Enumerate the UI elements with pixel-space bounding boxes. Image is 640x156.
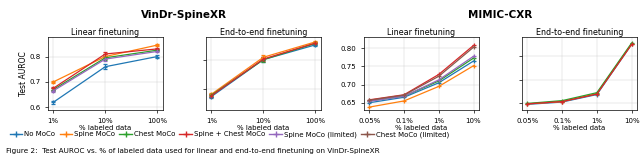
X-axis label: % labeled data: % labeled data (79, 125, 131, 131)
X-axis label: % labeled data: % labeled data (396, 125, 447, 131)
Title: End-to-end finetuning: End-to-end finetuning (220, 28, 307, 37)
X-axis label: % labeled data: % labeled data (237, 125, 289, 131)
Text: MIMIC-CXR: MIMIC-CXR (468, 10, 532, 20)
Legend: No MoCo, Spine MoCo, Chest MoCo, Spine + Chest MoCo, Spine MoCo (limited), Chest: No MoCo, Spine MoCo, Chest MoCo, Spine +… (10, 131, 449, 138)
Text: Figure 2:  Test AUROC vs. % of labeled data used for linear and end-to-end finet: Figure 2: Test AUROC vs. % of labeled da… (6, 149, 380, 154)
Y-axis label: Test AUROC: Test AUROC (19, 51, 28, 96)
Title: Linear finetuning: Linear finetuning (71, 28, 140, 37)
Title: End-to-end finetuning: End-to-end finetuning (536, 28, 623, 37)
X-axis label: % labeled data: % labeled data (554, 125, 605, 131)
Text: VinDr-SpineXR: VinDr-SpineXR (141, 10, 227, 20)
Title: Linear finetuning: Linear finetuning (387, 28, 456, 37)
